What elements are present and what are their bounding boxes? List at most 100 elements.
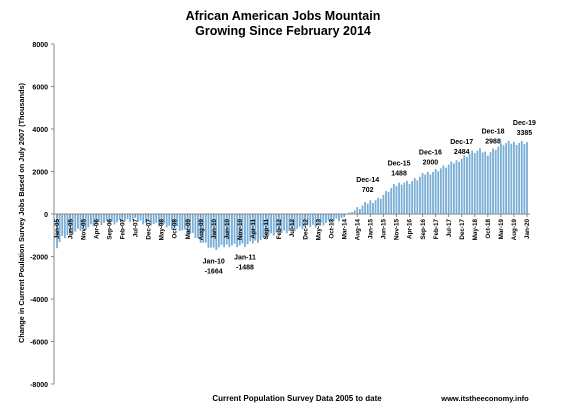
- x-tick-label: Sep-16: [420, 219, 427, 240]
- bar: [82, 214, 85, 228]
- x-tick-label: Aug-09: [198, 219, 205, 241]
- bar: [369, 200, 372, 214]
- x-tick-label: Feb-07: [120, 219, 127, 240]
- annotations: Jan-10 -1664 Jan-11 -1488 Dec-14 702 Dec-15 148…: [203, 120, 536, 275]
- x-tick-label: Nov-10: [237, 219, 244, 240]
- bar: [296, 214, 299, 229]
- bar: [139, 214, 142, 221]
- bar-series: [56, 140, 528, 250]
- bar: [186, 214, 189, 235]
- x-tick-label: Dec-17: [459, 219, 466, 240]
- bar: [150, 214, 152, 226]
- annotation-value: 2484: [454, 149, 470, 156]
- source-label: www.itstheeconomy.info: [440, 394, 529, 403]
- x-tick-label: Jul-17: [446, 219, 453, 238]
- bar: [492, 148, 494, 214]
- bar: [210, 214, 212, 248]
- y-tick-label: 0: [44, 212, 48, 219]
- bar: [79, 214, 82, 231]
- bar: [178, 214, 181, 231]
- x-tick-label: Oct-08: [172, 219, 179, 239]
- bar: [131, 214, 134, 221]
- bar: [95, 214, 98, 225]
- y-axis-label: Change in Current Poulation Survey Jobs …: [17, 82, 26, 342]
- bar: [100, 214, 103, 226]
- x-tick-label: Aug-19: [511, 219, 518, 241]
- bar: [165, 214, 168, 228]
- bar: [356, 207, 359, 214]
- y-tick-label: -4000: [30, 297, 48, 304]
- bar: [283, 214, 286, 231]
- bar: [513, 141, 515, 214]
- y-tick-label: 8000: [32, 42, 48, 49]
- x-tick-label: Mar-14: [341, 219, 348, 240]
- bar: [118, 214, 121, 221]
- bar: [71, 214, 74, 235]
- bar: [476, 150, 479, 214]
- x-tick-label: Nov-15: [394, 219, 401, 240]
- bar: [238, 214, 241, 246]
- bar: [110, 214, 113, 222]
- bar: [372, 202, 374, 214]
- bar: [434, 169, 437, 214]
- bar: [126, 214, 129, 220]
- x-tick-label: Feb-17: [433, 219, 440, 240]
- x-tick-label: Jun-05: [67, 219, 74, 240]
- bar: [377, 197, 380, 214]
- bar: [220, 214, 223, 245]
- bar: [408, 183, 411, 214]
- bar: [447, 164, 450, 214]
- bar: [225, 214, 228, 245]
- bar: [484, 151, 487, 214]
- x-axis: Jan-05 Jun-05 Nov-05 Apr-06 Sep-06 Feb-07 Jul-…: [54, 213, 531, 241]
- bar: [361, 205, 364, 214]
- bar: [390, 188, 393, 214]
- bar: [400, 184, 403, 214]
- bar: [416, 180, 419, 214]
- annotation-value: 3385: [517, 130, 533, 137]
- bar: [426, 171, 429, 214]
- bar: [155, 214, 158, 223]
- bar: [176, 214, 179, 227]
- bar: [199, 214, 202, 243]
- bar: [236, 214, 239, 248]
- bar: [217, 214, 220, 248]
- annotation-date: Dec-15: [388, 160, 411, 167]
- x-tick-label: Mar-09: [185, 219, 192, 240]
- bar: [335, 214, 338, 219]
- bar: [366, 203, 369, 214]
- bar: [97, 214, 100, 223]
- bar: [497, 146, 500, 214]
- x-tick-label: May-08: [159, 219, 166, 241]
- bar: [197, 214, 199, 238]
- x-tick-label: Jan-20: [524, 219, 531, 239]
- bar: [61, 214, 64, 236]
- bar: [105, 214, 108, 221]
- bar: [325, 214, 327, 224]
- bar: [405, 180, 408, 214]
- bar: [223, 214, 226, 248]
- x-tick-label: Oct-13: [328, 219, 335, 239]
- bar: [395, 185, 398, 214]
- bar: [520, 140, 523, 214]
- bar: [385, 190, 387, 214]
- bar: [280, 214, 283, 233]
- bar: [152, 214, 155, 225]
- bar: [445, 167, 447, 214]
- bar: [170, 214, 173, 230]
- bar: [267, 214, 270, 237]
- bar: [189, 214, 192, 234]
- bar: [479, 148, 481, 214]
- bar: [137, 214, 139, 222]
- bar: [317, 214, 320, 226]
- bar: [432, 171, 434, 214]
- bar: [204, 214, 207, 243]
- bar: [518, 142, 521, 214]
- bar: [411, 181, 414, 214]
- bar: [92, 214, 95, 227]
- bar: [262, 214, 265, 238]
- bar: [157, 214, 160, 227]
- bar: [233, 214, 236, 244]
- x-tick-label: Jun-15: [381, 219, 388, 240]
- y-tick-label: 6000: [32, 85, 48, 92]
